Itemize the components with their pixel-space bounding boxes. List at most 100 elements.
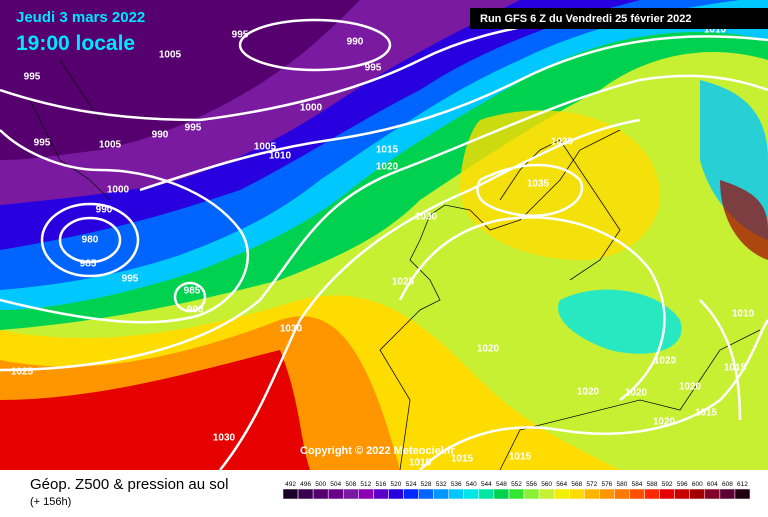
isobar-label: 1010 [732,309,755,320]
isobar-label: 990 [96,205,113,216]
footer-title: Géop. Z500 & pression au sol [30,476,228,493]
isobar-label: 1005 [99,140,122,151]
scale-label: 596 [677,481,688,488]
scale-swatch [568,488,585,500]
scale-label: 520 [391,481,402,488]
isobar-label: 1025 [392,277,415,288]
scale-label: 496 [300,481,311,488]
background-field [0,0,768,470]
forecast-lead: (+ 156h) [30,496,71,508]
isobar-label: 985 [80,259,97,270]
isobar-label: 1020 [679,382,702,393]
scale-swatch [553,488,570,500]
scale-label: 512 [360,481,371,488]
isobar-label: 1000 [300,103,323,114]
scale-label: 536 [451,481,462,488]
isobar-label: 1015 [695,408,718,419]
copyright: Copyright © 2022 Meteociel.fr [300,445,456,457]
isobar-label: 1015 [376,145,399,156]
scale-label: 508 [345,481,356,488]
isobar-label: 1030 [551,137,574,148]
run-box [470,8,768,29]
scale-swatch [418,488,434,500]
scale-swatch [734,488,751,500]
isobar-label: 1000 [107,185,130,196]
scale-label: 588 [647,481,658,488]
scale-swatch [448,488,465,500]
isobar-label: 1015 [451,454,474,465]
isobars [0,18,768,471]
scale-label: 548 [496,481,507,488]
scale-swatch [508,488,525,500]
scale-label: 556 [526,481,537,488]
isobar-label: 1020 [477,344,500,355]
isobar-label: 1005 [159,50,182,61]
isobar-label: 1015 [509,452,532,463]
scale-label: 584 [632,481,643,488]
scale-swatch [538,488,555,500]
isobar-label: 1020 [653,417,676,428]
scale-swatch [478,488,495,500]
scale-swatch [584,488,600,500]
scale-label: 492 [285,481,296,488]
isobar-label: 1030 [415,212,438,223]
scale-label: 604 [707,481,718,488]
scale-label: 516 [375,481,386,488]
isobar-label: 990 [347,37,364,48]
isobar-label: 985 [184,286,201,297]
scale-swatch [614,488,630,500]
scale-label: 540 [466,481,477,488]
scale-swatch [719,488,736,500]
scale-label: 504 [330,481,341,488]
forecast-time: 19:00 locale [16,32,135,55]
scale-label: 608 [722,481,733,488]
scale-label: 576 [601,481,612,488]
isobar-label: 995 [122,274,139,285]
isobar-label: 995 [34,138,51,149]
isobar-label: 995 [232,30,249,41]
scale-label: 568 [571,481,582,488]
isobar-label: 1020 [376,162,399,173]
isobar-label: 1020 [654,356,677,367]
isobar-label: 995 [24,72,41,83]
scale-swatch [674,488,690,500]
scale-swatch [704,488,721,500]
scale-swatch [644,488,660,500]
isobar-label: 980 [82,235,99,246]
scale-swatch [373,488,389,500]
run-info: Run GFS 6 Z du Vendredi 25 février 2022 [480,13,692,25]
isobar-label: 995 [365,63,382,74]
scale-label: 544 [481,481,492,488]
scale-swatch [523,488,540,500]
scale-label: 572 [586,481,597,488]
forecast-date: Jeudi 3 mars 2022 [16,9,145,26]
scale-label: 532 [436,481,447,488]
scale-label: 500 [315,481,326,488]
isobar-label: 1020 [625,388,648,399]
isobar-label: 1005 [254,142,277,153]
isobar-label: 990 [187,305,204,316]
isobar-label: 1010 [269,151,292,162]
isobar-label: 1020 [577,387,600,398]
isobar-label: 1015 [724,363,747,374]
scale-swatch [599,488,615,500]
scale-swatch [403,488,419,500]
scale-label: 524 [406,481,417,488]
scale-swatch [629,488,645,500]
scale-swatch [297,488,314,500]
scale-label: 528 [421,481,432,488]
isobar-label: 995 [185,123,202,134]
isobar-label: 990 [152,130,169,141]
isobar-label: 1030 [280,324,303,335]
scale-swatch [689,488,706,500]
scale-label: 612 [737,481,748,488]
scale-swatch [388,488,404,500]
scale-swatch [282,488,299,500]
scale-label: 600 [692,481,703,488]
scale-swatch [312,488,329,500]
isobar-label: 1035 [527,179,550,190]
scale-label: 560 [541,481,552,488]
scale-label: 552 [511,481,522,488]
